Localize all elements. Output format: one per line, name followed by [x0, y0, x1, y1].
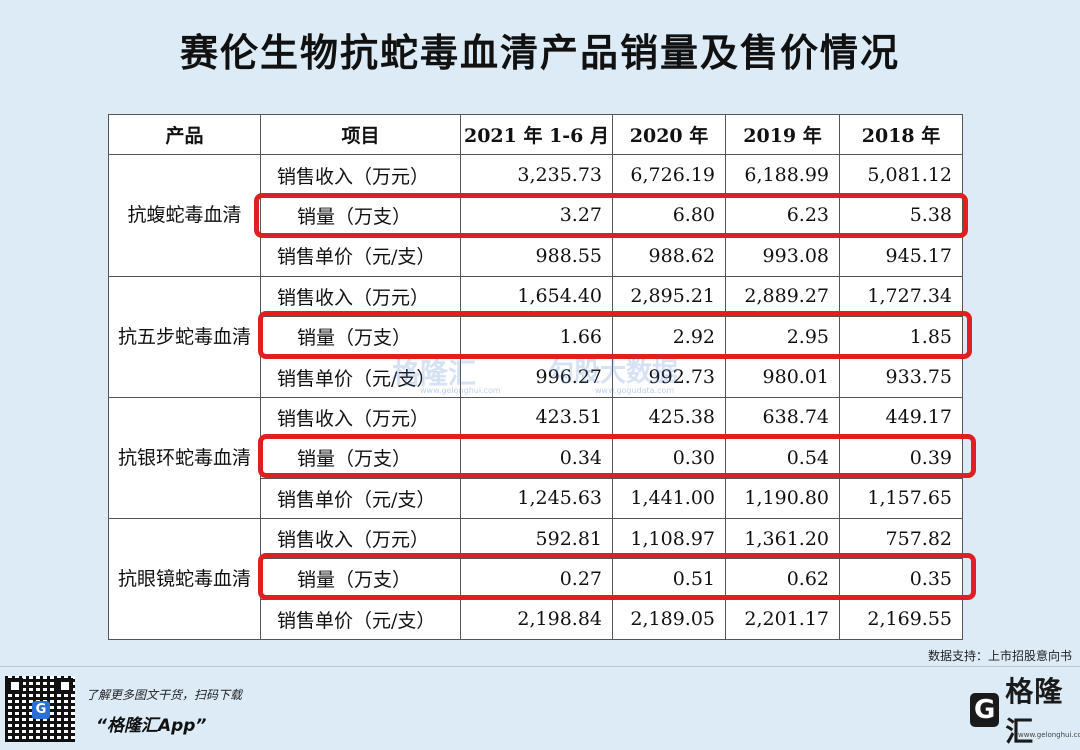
value-cell: 0.27	[460, 558, 613, 600]
data-source: 数据支持：上市招股意向书	[927, 649, 1072, 663]
value-cell: 988.62	[612, 235, 726, 277]
qr-logo-icon: G	[32, 701, 50, 719]
value-cell: 638.74	[725, 396, 840, 439]
value-cell: 2,189.05	[612, 598, 726, 641]
qr-code-icon[interactable]: G	[5, 676, 75, 742]
item-cell: 销售收入（万元）	[260, 517, 461, 560]
watermark-brand: 格隆汇	[392, 357, 477, 390]
value-cell: 592.81	[460, 517, 613, 560]
value-cell: 1,654.40	[460, 275, 613, 317]
item-cell: 销售收入（万元）	[260, 275, 461, 317]
watermark-brand-url: www.gelonghui.com	[420, 386, 501, 395]
table-row-highlighted: 销量（万支） 0.34 0.30 0.54 0.39	[109, 437, 963, 479]
value-cell: 1,245.63	[460, 477, 613, 519]
value-cell: 933.75	[839, 356, 963, 398]
watermark-data-url: www.gogudata.com	[595, 386, 675, 395]
product-cell: 抗蝮蛇毒血清	[108, 154, 261, 277]
item-cell: 销量（万支）	[260, 315, 461, 358]
value-cell: 1,108.97	[612, 517, 726, 560]
header-2021h1: 2021 年 1-6 月	[460, 113, 613, 156]
table-row: 销售单价（元/支） 996.27 992.73 980.01 933.75	[109, 356, 963, 398]
value-cell: 1,441.00	[612, 477, 726, 519]
product-cell: 抗五步蛇毒血清	[108, 275, 261, 398]
table-row: 销售单价（元/支） 988.55 988.62 993.08 945.17	[109, 235, 963, 277]
value-cell: 425.38	[612, 396, 726, 439]
value-cell: 6.23	[725, 194, 840, 237]
app-name: “格隆汇App”	[96, 716, 207, 736]
value-cell: 0.34	[460, 437, 613, 479]
item-cell: 销量（万支）	[260, 558, 461, 600]
brand-g-icon: G	[970, 693, 1000, 727]
value-cell: 0.51	[612, 558, 726, 600]
table-row: 抗五步蛇毒血清 销售收入（万元） 1,654.40 2,895.21 2,889…	[108, 275, 963, 398]
brand-name: 格隆汇	[1005, 675, 1064, 748]
value-cell: 2,895.21	[612, 275, 726, 317]
value-cell: 5.38	[839, 194, 963, 237]
header-product: 产品	[108, 113, 261, 156]
value-cell: 2,198.84	[460, 598, 613, 641]
item-cell: 销售收入（万元）	[260, 154, 461, 196]
brand-url: www.gelonghui.com	[1018, 731, 1080, 739]
value-cell: 0.62	[725, 558, 840, 600]
table-row-highlighted: 销量（万支） 1.66 2.92 2.95 1.85	[109, 315, 963, 358]
value-cell: 1.85	[839, 315, 963, 358]
value-cell: 757.82	[839, 517, 963, 560]
header-2020: 2020 年	[612, 113, 726, 156]
table-row-highlighted: 销量（万支） 3.27 6.80 6.23 5.38	[109, 194, 963, 237]
value-cell: 980.01	[725, 356, 840, 398]
item-cell: 销量（万支）	[260, 194, 461, 237]
value-cell: 1,157.65	[839, 477, 963, 519]
header-item: 项目	[260, 113, 461, 156]
value-cell: 3,235.73	[460, 154, 613, 196]
table-row: 销售单价（元/支） 2,198.84 2,189.05 2,201.17 2,1…	[109, 598, 963, 641]
item-cell: 销售单价（元/支）	[260, 598, 461, 641]
value-cell: 6.80	[612, 194, 726, 237]
brand-logo: G 格隆汇	[970, 675, 1080, 748]
value-cell: 0.30	[612, 437, 726, 479]
value-cell: 1,361.20	[725, 517, 840, 560]
value-cell: 945.17	[839, 235, 963, 277]
sales-table: 产品 项目 2021 年 1-6 月 2020 年 2019 年 2018 年 …	[108, 113, 963, 641]
value-cell: 3.27	[460, 194, 613, 237]
product-cell: 抗眼镜蛇毒血清	[108, 517, 261, 641]
watermark-data-brand: 勾股大数据	[548, 358, 679, 388]
value-cell: 2.92	[612, 315, 726, 358]
footer-divider	[0, 666, 1080, 667]
value-cell: 993.08	[725, 235, 840, 277]
table-row: 抗眼镜蛇毒血清 销售收入（万元） 592.81 1,108.97 1,361.2…	[108, 517, 963, 641]
value-cell: 449.17	[839, 396, 963, 439]
table-row: 销售单价（元/支） 1,245.63 1,441.00 1,190.80 1,1…	[109, 477, 963, 519]
value-cell: 5,081.12	[839, 154, 963, 196]
item-cell: 销售收入（万元）	[260, 396, 461, 439]
value-cell: 0.39	[839, 437, 963, 479]
table-row: 抗银环蛇毒血清 销售收入（万元） 423.51 425.38 638.74 44…	[108, 396, 963, 519]
value-cell: 6,726.19	[612, 154, 726, 196]
value-cell: 1,190.80	[725, 477, 840, 519]
item-cell: 销售单价（元/支）	[260, 356, 461, 398]
value-cell: 2,889.27	[725, 275, 840, 317]
header-2019: 2019 年	[725, 113, 840, 156]
promo-text: 了解更多图文干货，扫码下载	[86, 688, 243, 702]
value-cell: 0.54	[725, 437, 840, 479]
value-cell: 2,201.17	[725, 598, 840, 641]
table-header-row: 产品 项目 2021 年 1-6 月 2020 年 2019 年 2018 年	[108, 113, 963, 156]
page-title: 赛伦生物抗蛇毒血清产品销量及售价情况	[179, 31, 900, 75]
value-cell: 988.55	[460, 235, 613, 277]
value-cell: 6,188.99	[725, 154, 840, 196]
value-cell: 2.95	[725, 315, 840, 358]
item-cell: 销售单价（元/支）	[260, 477, 461, 519]
table-row: 抗蝮蛇毒血清 销售收入（万元） 3,235.73 6,726.19 6,188.…	[108, 154, 963, 277]
value-cell: 0.35	[839, 558, 963, 600]
item-cell: 销量（万支）	[260, 437, 461, 479]
value-cell: 2,169.55	[839, 598, 963, 641]
value-cell: 423.51	[460, 396, 613, 439]
item-cell: 销售单价（元/支）	[260, 235, 461, 277]
value-cell: 1.66	[460, 315, 613, 358]
value-cell: 1,727.34	[839, 275, 963, 317]
product-cell: 抗银环蛇毒血清	[108, 396, 261, 519]
header-2018: 2018 年	[839, 113, 963, 156]
